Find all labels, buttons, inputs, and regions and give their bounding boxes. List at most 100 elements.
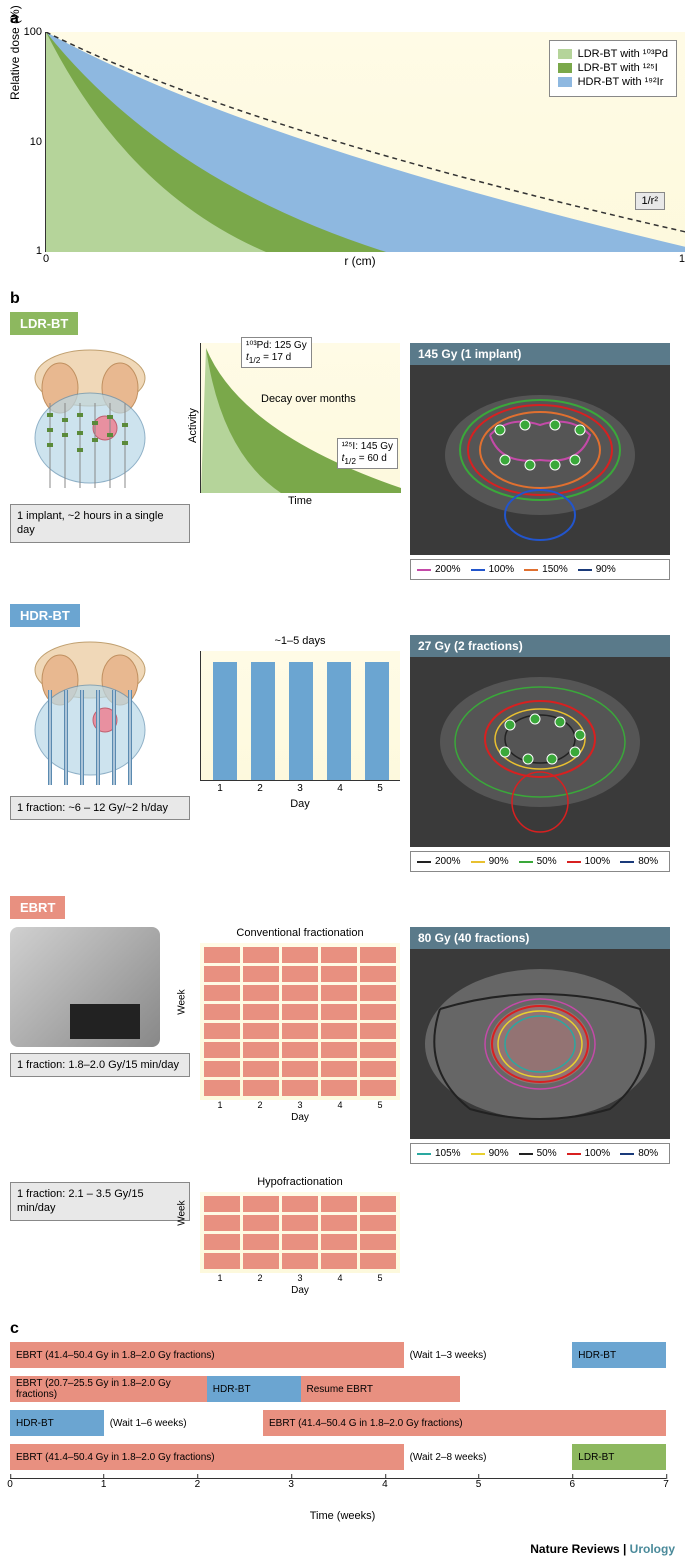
- frac-cell: [282, 1196, 318, 1212]
- timeline-tick: 2: [195, 1479, 201, 1490]
- chart-a: 100 10 1 0 10 LDR-BT with ¹⁰³Pd LDR-BT w…: [45, 32, 685, 252]
- ytick: 10: [30, 136, 46, 148]
- timeline-segment: HDR-BT: [10, 1410, 104, 1436]
- timeline-segment: (Wait 1–6 weeks): [104, 1410, 263, 1436]
- frac-cell: [321, 1234, 357, 1250]
- ldr-tag: LDR-BT: [10, 312, 78, 335]
- hdr-bar: [213, 662, 237, 780]
- panel-a: a Relative dose (%) 100 10 1 0 10 LDR-BT…: [10, 10, 675, 270]
- frac-cell: [282, 1042, 318, 1058]
- frac-cell: [360, 966, 396, 982]
- ldr-section: LDR-BT: [10, 312, 675, 580]
- timeline-axis: 01234567: [10, 1478, 666, 1498]
- timeline-tick: 6: [570, 1479, 576, 1490]
- ct-ebrt-legend: 105%90%50%100%80%: [410, 1143, 670, 1164]
- hypo-grid: Week: [200, 1192, 400, 1273]
- timeline-segment: HDR-BT: [207, 1376, 301, 1402]
- timeline: EBRT (41.4–50.4 Gy in 1.8–2.0 Gy fractio…: [10, 1342, 666, 1472]
- legend-item: 90%: [471, 1148, 509, 1159]
- frac-cell: [243, 1061, 279, 1077]
- frac-cell: [360, 1061, 396, 1077]
- frac-cell: [321, 947, 357, 963]
- frac-cell: [243, 1023, 279, 1039]
- ct-ldr-image: [410, 365, 670, 555]
- ct-ldr-legend: 200%100%150%90%: [410, 559, 670, 580]
- frac-cell: [321, 1061, 357, 1077]
- legend-item: 200%: [417, 856, 461, 867]
- ebrt-callout2: 1 fraction: 2.1 – 3.5 Gy/15 min/day: [10, 1182, 190, 1221]
- frac-cell: [204, 1234, 240, 1250]
- frac-cell: [204, 985, 240, 1001]
- conv-grid: Week Non-dose escalated Dose escalated: [200, 943, 400, 1100]
- frac-cell: [360, 1234, 396, 1250]
- legend-swatch: [558, 77, 572, 87]
- frac-cell: [204, 1215, 240, 1231]
- xtick: 10: [679, 251, 685, 265]
- ldr-callout: 1 implant, ~2 hours in a single day: [10, 504, 190, 543]
- panel-b-label: b: [10, 290, 675, 308]
- decay-chart: ¹⁰³Pd: 125 Gy t1/2 = 17 d Decay over mon…: [200, 343, 400, 493]
- panel-c: c EBRT (41.4–50.4 Gy in 1.8–2.0 Gy fract…: [10, 1320, 675, 1522]
- hdr-bar: [289, 662, 313, 780]
- frac-cell: [360, 1196, 396, 1212]
- prostate-ldr-icon: [10, 343, 170, 493]
- hypo-title: Hypofractionation: [200, 1176, 400, 1188]
- hdr-bar: [251, 662, 275, 780]
- frac-cell: [204, 1080, 240, 1096]
- timeline-tick: 7: [663, 1479, 669, 1490]
- legend-item: 80%: [620, 856, 658, 867]
- legend-item: 90%: [471, 856, 509, 867]
- timeline-segment: (Wait 1–3 weeks): [404, 1342, 573, 1368]
- decay-ann-i: ¹²⁵I: 145 Gy t1/2 = 60 d: [337, 438, 398, 469]
- timeline-segment: HDR-BT: [572, 1342, 666, 1368]
- frac-cell: [321, 1196, 357, 1212]
- hdr-title: ~1–5 days: [200, 635, 400, 647]
- ct-hdr-title: 27 Gy (2 fractions): [410, 635, 670, 657]
- frac-cell: [321, 985, 357, 1001]
- hdr-bars: [200, 651, 400, 781]
- timeline-row: EBRT (41.4–50.4 Gy in 1.8–2.0 Gy fractio…: [10, 1444, 666, 1472]
- chart-a-xlabel: r (cm): [45, 254, 675, 268]
- footer: Nature Reviews | Urology: [0, 1532, 685, 1566]
- legend-item: 100%: [567, 1148, 611, 1159]
- timeline-tick: 4: [382, 1479, 388, 1490]
- timeline-segment: LDR-BT: [572, 1444, 666, 1470]
- timeline-segment: EBRT (41.4–50.4 Gy in 1.8–2.0 Gy fractio…: [10, 1444, 404, 1470]
- frac-cell: [282, 1061, 318, 1077]
- legend-item: 150%: [524, 564, 568, 575]
- frac-cell: [204, 947, 240, 963]
- frac-cell: [360, 1042, 396, 1058]
- frac-cell: [360, 1023, 396, 1039]
- frac-cell: [204, 1253, 240, 1269]
- legend-item: 90%: [578, 564, 616, 575]
- legend-item: 80%: [620, 1148, 658, 1159]
- decay-xlabel: Time: [200, 495, 400, 507]
- ct-ebrt: 80 Gy (40 fractions) 1: [410, 927, 670, 1164]
- frac-cell: [204, 1061, 240, 1077]
- frac-cell: [243, 1004, 279, 1020]
- ebrt-callout1: 1 fraction: 1.8–2.0 Gy/15 min/day: [10, 1053, 190, 1077]
- linac-icon: [10, 927, 160, 1047]
- frac-cell: [243, 1080, 279, 1096]
- frac-cell: [360, 1253, 396, 1269]
- ct-ebrt-image: [410, 949, 670, 1139]
- timeline-segment: EBRT (20.7–25.5 Gy in 1.8–2.0 Gy fractio…: [10, 1376, 207, 1402]
- timeline-tick: 5: [476, 1479, 482, 1490]
- frac-cell: [282, 1253, 318, 1269]
- frac-cell: [243, 966, 279, 982]
- frac-cell: [282, 1023, 318, 1039]
- legend-item: 200%: [417, 564, 461, 575]
- timeline-segment: EBRT (41.4–50.4 G in 1.8–2.0 Gy fraction…: [263, 1410, 666, 1436]
- frac-cell: [243, 985, 279, 1001]
- frac-cell: [204, 966, 240, 982]
- panel-b: b LDR-BT: [10, 290, 675, 1296]
- legend-a: LDR-BT with ¹⁰³Pd LDR-BT with ¹²⁵I HDR-B…: [549, 40, 677, 97]
- xtick: 0: [43, 251, 49, 265]
- timeline-segment: (Wait 2–8 weeks): [404, 1444, 573, 1470]
- decay-text: Decay over months: [261, 393, 356, 405]
- frac-cell: [243, 1234, 279, 1250]
- chart-a-ylabel: Relative dose (%): [8, 5, 22, 100]
- frac-cell: [360, 1080, 396, 1096]
- ebrt-section: EBRT 1 fraction: 1.8–2.0 Gy/15 min/day C…: [10, 896, 675, 1296]
- timeline-tick: 0: [7, 1479, 13, 1490]
